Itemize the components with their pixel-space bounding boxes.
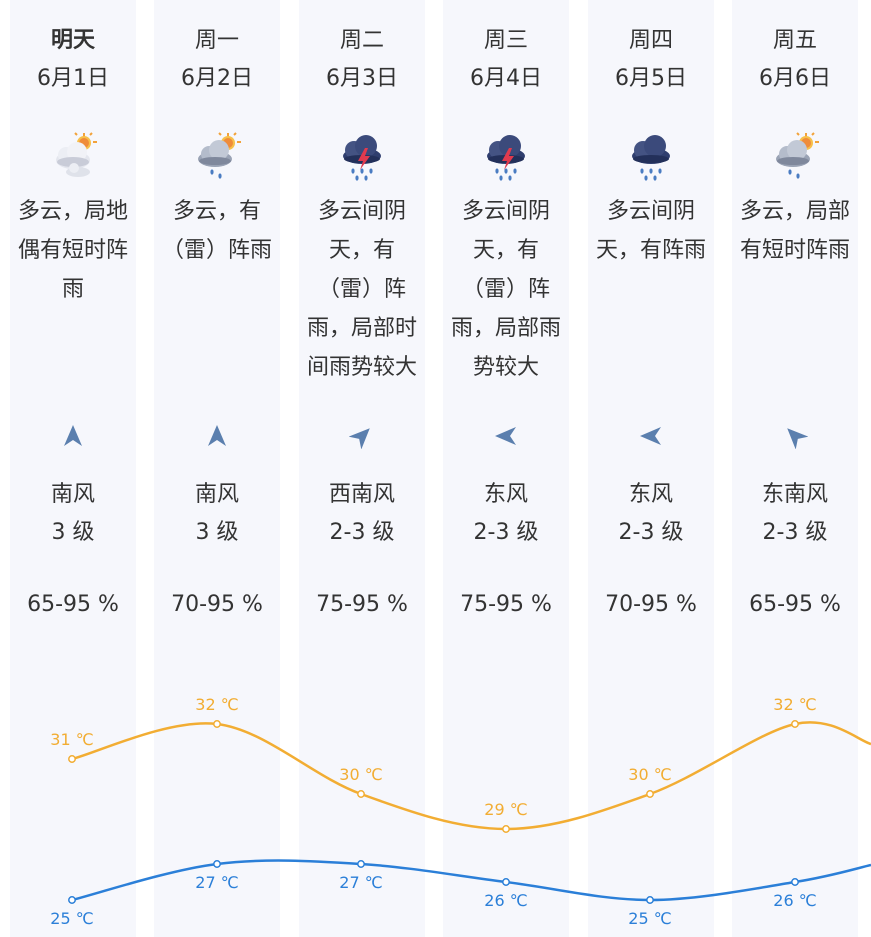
humidity: 65-95 % bbox=[749, 592, 841, 617]
arrow-north-icon bbox=[60, 423, 86, 449]
day-date: 6月4日 bbox=[470, 66, 542, 91]
arrow-northeast-icon bbox=[348, 423, 375, 450]
day-name: 周五 bbox=[772, 28, 817, 53]
day-column: 明天 6月1日 多云，局地偶有短时阵雨 南风 3 级 65-95 % bbox=[10, 0, 136, 937]
humidity: 70-95 % bbox=[605, 592, 697, 617]
wind-direction: 西南风 bbox=[328, 482, 395, 507]
wind-direction: 东风 bbox=[628, 482, 673, 507]
day-date: 6月6日 bbox=[759, 66, 831, 91]
day-column: 周二 6月3日 多云间阴天，有（雷）阵雨，局部时间雨势较大 西南风 2-3 级 … bbox=[299, 0, 425, 937]
wind-level: 2-3 级 bbox=[762, 520, 828, 545]
day-column: 周一 6月2日 多云，有（雷）阵雨 南风 3 级 70-95 % bbox=[154, 0, 280, 937]
weather-description: 多云间阴天，有（雷）阵雨，局部时间雨势较大 bbox=[306, 199, 417, 380]
cloudy-rain-sun-icon bbox=[190, 128, 244, 182]
day-name: 周三 bbox=[483, 28, 528, 53]
humidity: 70-95 % bbox=[171, 592, 263, 617]
day-column: 周四 6月5日 多云间阴天，有阵雨 东风 2-3 级 70-95 % bbox=[588, 0, 714, 937]
arrow-west-icon bbox=[493, 423, 519, 449]
weather-description: 多云，有（雷）阵雨 bbox=[161, 199, 272, 263]
wind-level: 3 级 bbox=[51, 520, 95, 545]
humidity: 75-95 % bbox=[316, 592, 408, 617]
day-name: 周一 bbox=[194, 28, 239, 53]
thunderstorm-icon bbox=[479, 128, 533, 182]
humidity: 75-95 % bbox=[460, 592, 552, 617]
wind-direction: 东南风 bbox=[761, 482, 828, 507]
wind-direction: 南风 bbox=[194, 482, 239, 507]
weather-description: 多云间阴天，有阵雨 bbox=[595, 199, 706, 263]
arrow-northwest-icon bbox=[782, 423, 809, 450]
weather-description: 多云，局地偶有短时阵雨 bbox=[17, 199, 128, 302]
rain-cloud-icon bbox=[624, 128, 678, 182]
wind-level: 2-3 级 bbox=[618, 520, 684, 545]
day-date: 6月3日 bbox=[326, 66, 398, 91]
arrow-west-icon bbox=[638, 423, 664, 449]
day-column: 周五 6月6日 多云，局部有短时阵雨 东南风 2-3 级 65-95 % bbox=[732, 0, 858, 937]
day-date: 6月1日 bbox=[37, 66, 109, 91]
day-name: 周二 bbox=[339, 28, 384, 53]
day-column: 周三 6月4日 多云间阴天，有（雷）阵雨，局部雨势较大 东风 2-3 级 75-… bbox=[443, 0, 569, 937]
weather-description: 多云，局部有短时阵雨 bbox=[739, 199, 850, 263]
wind-level: 2-3 级 bbox=[329, 520, 395, 545]
day-name: 周四 bbox=[628, 28, 673, 53]
weather-description: 多云间阴天，有（雷）阵雨，局部雨势较大 bbox=[450, 199, 561, 380]
wind-direction: 南风 bbox=[50, 482, 95, 507]
partly-cloudy-showers-icon bbox=[46, 128, 100, 182]
cloudy-rain-sun-icon bbox=[768, 128, 822, 182]
thunderstorm-icon bbox=[335, 128, 389, 182]
day-date: 6月5日 bbox=[615, 66, 687, 91]
day-name: 明天 bbox=[50, 28, 95, 53]
day-date: 6月2日 bbox=[181, 66, 253, 91]
arrow-north-icon bbox=[204, 423, 230, 449]
humidity: 65-95 % bbox=[27, 592, 119, 617]
wind-level: 3 级 bbox=[195, 520, 239, 545]
wind-direction: 东风 bbox=[483, 482, 528, 507]
wind-level: 2-3 级 bbox=[473, 520, 539, 545]
